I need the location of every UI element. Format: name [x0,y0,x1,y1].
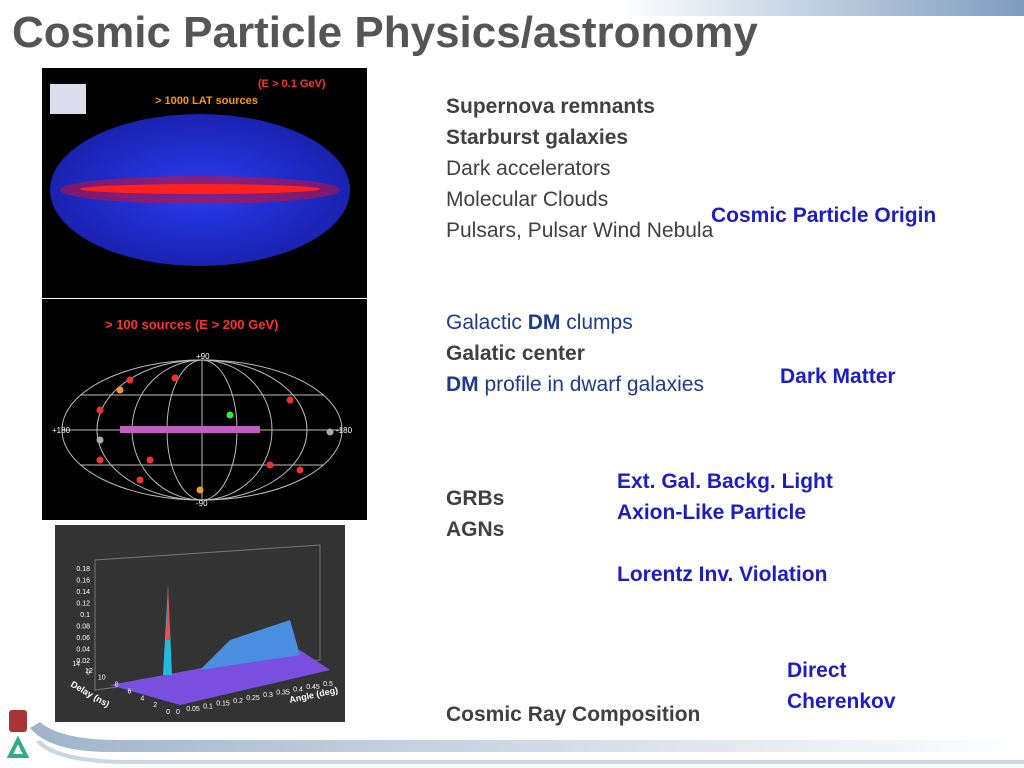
plot-angle-tick: 0.2 [233,698,243,705]
plot-delay-tick: 0 [166,709,170,716]
plot-angle-tick: 0.4 [293,687,303,694]
hess-coord: -180 [336,426,353,435]
topic-item: AGNs [446,518,505,541]
text: clumps [560,311,633,334]
hess-coord: +180 [52,426,71,435]
slide-title: Cosmic Particle Physics/astronomy [12,8,758,57]
plot-delay-tick: 8 [115,682,119,689]
fermi-sources: > 1000 LAT sources [155,95,258,107]
plot-y-tick: 0.14 [76,589,90,596]
plot-angle-tick: 0 [176,709,180,716]
topic-item: Supernova remnants [446,95,655,118]
hess-coord: +90 [196,352,210,361]
logo [9,710,27,732]
extragalactic-list: GRBs AGNs [446,483,504,545]
plot-y-tick: 0.04 [76,647,90,654]
topic-item: GRBs [446,487,505,510]
plot-angle-tick: 0.5 [323,681,333,688]
plot-angle-tick: 0.35 [276,689,290,696]
plot-y-tick: 0.12 [76,601,90,608]
plot-y-tick: 0.08 [76,624,90,631]
header-bar [620,0,1024,16]
plot-angle-tick: 0.05 [186,706,200,713]
topic-item: DM profile in dwarf galaxies [446,369,704,400]
hess-coord: -90 [196,499,208,508]
fermi-map [42,68,367,298]
delay-axis-label: Delay (ns) [69,679,111,709]
plot-delay-tick: 6 [128,688,132,695]
topic-label: Ext. Gal. Backg. Light [617,470,833,493]
plot-angle-tick: 0.15 [216,701,230,708]
dm-list: Galactic DM clumps Galatic center DM pro… [446,307,704,400]
topic-item: Cosmic Ray Composition [446,703,701,726]
topic-item: Dark accelerators [446,157,611,180]
plot-angle-tick: 0.25 [246,695,260,702]
footer-swoosh [30,722,1024,752]
hess-sources: > 100 sources (E > 200 GeV) [105,317,278,332]
topic-label: Axion-Like Particle [617,501,807,524]
plot-delay-tick: 10 [98,675,106,682]
plot-y-tick: 0.18 [76,566,90,573]
topic-item: Molecular Clouds [446,188,609,211]
plot-delay-tick: 2 [153,702,157,709]
topic-item: Galatic center [446,342,585,365]
text: profile in dwarf galaxies [478,373,704,396]
fermi-energy: (E > 0.1 GeV) [258,78,326,90]
topic-label: Cherenkov [787,690,896,713]
footer-swoosh [36,740,1024,764]
topic-label: Lorentz Inv. Violation [617,563,828,586]
topic-labels: Direct Cherenkov [787,655,896,717]
topic-item: Pulsars, Pulsar Wind Nebula [446,219,714,242]
plot-delay-tick: 4 [140,695,144,702]
delay-plot [55,525,345,722]
text: Galactic [446,311,528,334]
plot-y-tick: 0 [86,670,90,677]
topic-label: Dark Matter [780,365,896,388]
topic-label: Direct [787,659,847,682]
logo [6,735,30,758]
plot-delay-tick: 14 [72,661,80,668]
hess-map [42,299,367,520]
plot-angle-tick: 0.1 [203,703,213,710]
plot-y-tick: 0.02 [76,658,90,665]
text: DM [527,311,561,334]
plot-angle-tick: 0.3 [263,692,273,699]
topic-label: Cosmic Particle Origin [711,204,937,227]
plot-y-tick: 0.1 [80,612,90,619]
plot-y-tick: 0.16 [76,578,90,585]
text: DM [446,373,479,396]
topic-item: Starburst galaxies [446,126,629,149]
plot-y-tick: 0.06 [76,635,90,642]
plot-delay-tick: 12 [85,668,93,675]
topic-item: Galactic DM clumps [446,307,704,338]
origin-list: Supernova remnants Starburst galaxies Da… [446,91,713,246]
plot-angle-tick: 0.45 [306,684,320,691]
topic-labels: Ext. Gal. Backg. Light Axion-Like Partic… [617,466,833,590]
